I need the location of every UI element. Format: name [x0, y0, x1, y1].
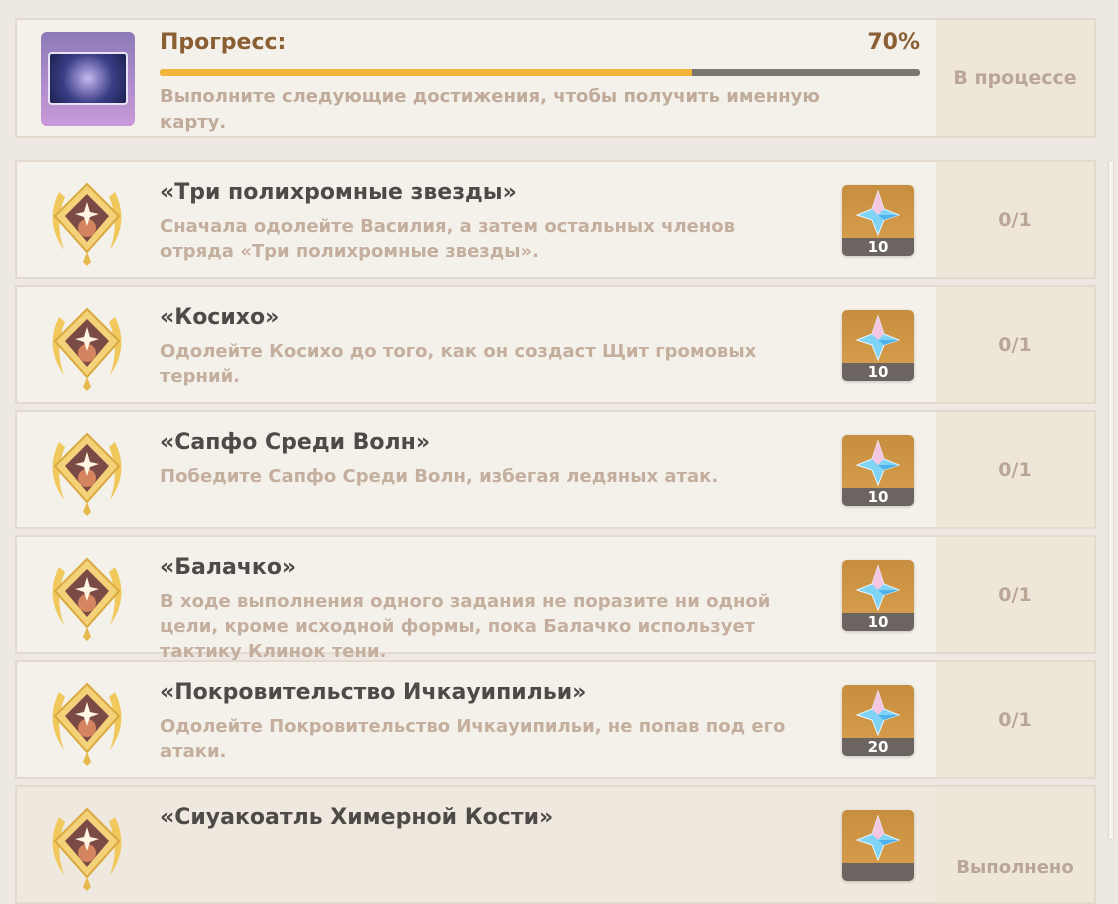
achievement-title: «Покровительство Ичкауипильи»: [160, 680, 587, 705]
achievement-title: «Сиуакоатль Химерной Кости»: [160, 805, 554, 830]
primogem-icon: [856, 564, 900, 612]
achievement-description: Одолейте Покровительство Ичкауипильи, не…: [160, 716, 786, 762]
primogem-icon: [856, 689, 900, 737]
achievement-row[interactable]: «Три полихромные звезды» Сначала одолейт…: [15, 160, 1096, 279]
reward-count: 10: [842, 613, 914, 631]
primogem-icon: [856, 439, 900, 487]
progress-main: Прогресс: 70% Выполните следующие достиж…: [17, 20, 936, 136]
achievement-main: «Сиуакоатль Химерной Кости»: [17, 787, 936, 902]
achievement-main: «Три полихромные звезды» Сначала одолейт…: [17, 162, 936, 277]
reward-count: 20: [842, 738, 914, 756]
primogem-reward[interactable]: 10: [842, 185, 914, 256]
primogem-reward[interactable]: 10: [842, 310, 914, 381]
achievement-row[interactable]: «Косихо» Одолейте Косихо до того, как он…: [15, 285, 1096, 404]
achievement-description: В ходе выполнения одного задания не пора…: [160, 591, 771, 662]
achievement-title: «Балачко»: [160, 555, 297, 580]
achievement-status: 0/1: [936, 287, 1094, 402]
achievement-row[interactable]: «Сапфо Среди Волн» Победите Сапфо Среди …: [15, 410, 1096, 529]
reward-count: 10: [842, 363, 914, 381]
reward-count: 10: [842, 238, 914, 256]
progress-description: Выполните следующие достижения, чтобы по…: [160, 86, 820, 133]
namecard-progress-card: Прогресс: 70% Выполните следующие достиж…: [15, 18, 1096, 138]
achievement-badge-icon: [52, 557, 122, 641]
achievement-status: 0/1: [936, 662, 1094, 777]
primogem-reward[interactable]: [842, 810, 914, 881]
progress-status: В процессе: [936, 20, 1094, 136]
primogem-reward[interactable]: 10: [842, 560, 914, 631]
primogem-reward[interactable]: 10: [842, 435, 914, 506]
primogem-icon: [856, 189, 900, 237]
achievement-main: «Покровительство Ичкауипильи» Одолейте П…: [17, 662, 936, 777]
namecard-picture: [48, 52, 128, 105]
achievement-status: 0/1: [936, 162, 1094, 277]
achievement-badge-icon: [52, 807, 122, 891]
achievement-main: «Сапфо Среди Волн» Победите Сапфо Среди …: [17, 412, 936, 527]
achievement-description: Победите Сапфо Среди Волн, избегая ледян…: [160, 466, 719, 487]
achievement-row[interactable]: «Балачко» В ходе выполнения одного задан…: [15, 535, 1096, 662]
reward-count: 10: [842, 488, 914, 506]
primogem-reward[interactable]: 20: [842, 685, 914, 756]
achievement-title: «Косихо»: [160, 305, 280, 330]
progress-bar: [160, 69, 920, 76]
achievement-title: «Три полихромные звезды»: [160, 180, 517, 205]
achievement-description: Одолейте Косихо до того, как он создаст …: [160, 341, 757, 387]
progress-percent: 70%: [867, 30, 920, 55]
achievement-badge-icon: [52, 432, 122, 516]
achievement-description: Сначала одолейте Василия, а затем осталь…: [160, 216, 736, 262]
achievement-badge-icon: [52, 307, 122, 391]
scrollbar[interactable]: [1108, 160, 1114, 840]
progress-bar-fill: [160, 69, 692, 76]
achievement-row[interactable]: «Сиуакоатль Химерной Кости» Выполнено: [15, 785, 1096, 904]
achievement-badge-icon: [52, 682, 122, 766]
achievement-main: «Косихо» Одолейте Косихо до того, как он…: [17, 287, 936, 402]
achievement-title: «Сапфо Среди Волн»: [160, 430, 431, 455]
progress-title: Прогресс:: [160, 30, 287, 55]
achievement-status: Выполнено: [936, 787, 1094, 902]
namecard-thumbnail: [41, 32, 135, 126]
reward-count: [842, 863, 914, 881]
achievement-row[interactable]: «Покровительство Ичкауипильи» Одолейте П…: [15, 660, 1096, 779]
achievement-main: «Балачко» В ходе выполнения одного задан…: [17, 537, 936, 662]
primogem-icon: [856, 814, 900, 862]
achievement-badge-icon: [52, 182, 122, 266]
achievement-status: 0/1: [936, 412, 1094, 527]
achievement-status: 0/1: [936, 537, 1094, 652]
primogem-icon: [856, 314, 900, 362]
